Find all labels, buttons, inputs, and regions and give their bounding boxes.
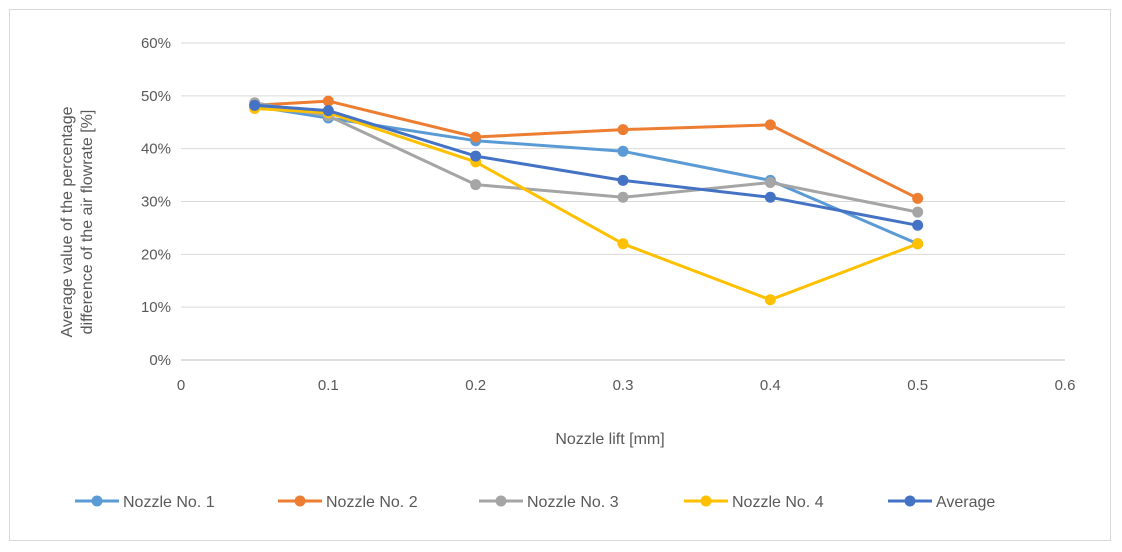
y-tick-label: 50% bbox=[141, 88, 171, 105]
legend-item: Average bbox=[888, 494, 995, 511]
data-point bbox=[470, 150, 482, 162]
data-point bbox=[764, 294, 776, 306]
series-line bbox=[254, 101, 918, 214]
data-point bbox=[249, 99, 261, 111]
y-tick-labels: 0% 10% 20% 30% 40% 50% 60% bbox=[141, 35, 171, 369]
x-tick-label: 0.6 bbox=[1055, 377, 1076, 394]
x-tick-label: 0 bbox=[177, 377, 185, 394]
series-line bbox=[254, 104, 919, 246]
y-axis-title-line-2: difference of the air flowrate [%] bbox=[79, 110, 96, 335]
y-tick-label: 30% bbox=[141, 194, 171, 211]
data-point bbox=[912, 238, 924, 250]
x-tick-label: 0.2 bbox=[465, 377, 486, 394]
legend-item: Nozzle No. 4 bbox=[684, 494, 824, 511]
chart-frame: 0% 10% 20% 30% 40% 50% 60% 0 0.1 0.2 0.3 0.4 0.5 0.6… bbox=[9, 9, 1111, 541]
x-tick-label: 0.1 bbox=[318, 377, 339, 394]
y-tick-label: 20% bbox=[141, 246, 171, 263]
data-point bbox=[912, 219, 924, 231]
data-point bbox=[764, 176, 776, 188]
x-axis-title: Nozzle lift [mm] bbox=[555, 431, 664, 448]
series-nozzle-no-3 bbox=[249, 97, 924, 218]
legend-swatch-marker bbox=[904, 495, 916, 507]
series-line bbox=[254, 99, 919, 200]
data-point bbox=[764, 119, 776, 131]
y-tick-label: 10% bbox=[141, 299, 171, 316]
line-chart: 0% 10% 20% 30% 40% 50% 60% 0 0.1 0.2 0.3 0.4 0.5 0.6… bbox=[59, 35, 1076, 511]
legend-label: Nozzle No. 4 bbox=[732, 494, 824, 511]
data-point bbox=[617, 174, 629, 186]
data-point bbox=[617, 238, 629, 250]
data-point bbox=[617, 124, 629, 136]
legend-label: Nozzle No. 1 bbox=[123, 494, 215, 511]
y-tick-label: 0% bbox=[149, 352, 171, 369]
legend-label: Nozzle No. 2 bbox=[326, 494, 418, 511]
data-point bbox=[470, 179, 482, 191]
data-point bbox=[322, 105, 334, 117]
legend-label: Nozzle No. 3 bbox=[527, 494, 619, 511]
series-line bbox=[254, 103, 918, 227]
x-tick-label: 0.4 bbox=[760, 377, 781, 394]
data-point bbox=[617, 145, 629, 157]
data-point bbox=[912, 206, 924, 218]
data-point bbox=[912, 192, 924, 204]
legend-label: Average bbox=[936, 494, 995, 511]
legend-swatch-marker bbox=[294, 495, 306, 507]
x-tick-label: 0.3 bbox=[613, 377, 634, 394]
y-tick-label: 60% bbox=[141, 35, 171, 52]
y-axis-title: Average value of the percentage differen… bbox=[59, 106, 96, 337]
series-line bbox=[254, 107, 919, 302]
data-point bbox=[470, 131, 482, 143]
y-axis-title-line-1: Average value of the percentage bbox=[59, 106, 76, 337]
legend-swatch-marker bbox=[495, 495, 507, 507]
legend-item: Nozzle No. 2 bbox=[278, 494, 418, 511]
series-lines bbox=[249, 95, 924, 306]
data-point bbox=[764, 191, 776, 203]
legend-swatch-marker bbox=[91, 495, 103, 507]
legend-item: Nozzle No. 3 bbox=[479, 494, 619, 511]
data-point bbox=[322, 95, 334, 107]
series-average bbox=[249, 99, 924, 231]
x-tick-labels: 0 0.1 0.2 0.3 0.4 0.5 0.6 bbox=[177, 377, 1076, 394]
y-tick-label: 40% bbox=[141, 141, 171, 158]
legend-swatch-marker bbox=[700, 495, 712, 507]
x-tick-label: 0.5 bbox=[907, 377, 928, 394]
data-point bbox=[617, 191, 629, 203]
legend: Nozzle No. 1 Nozzle No. 2 Nozzle No. 3 Nozz… bbox=[75, 494, 995, 511]
legend-item: Nozzle No. 1 bbox=[75, 494, 215, 511]
